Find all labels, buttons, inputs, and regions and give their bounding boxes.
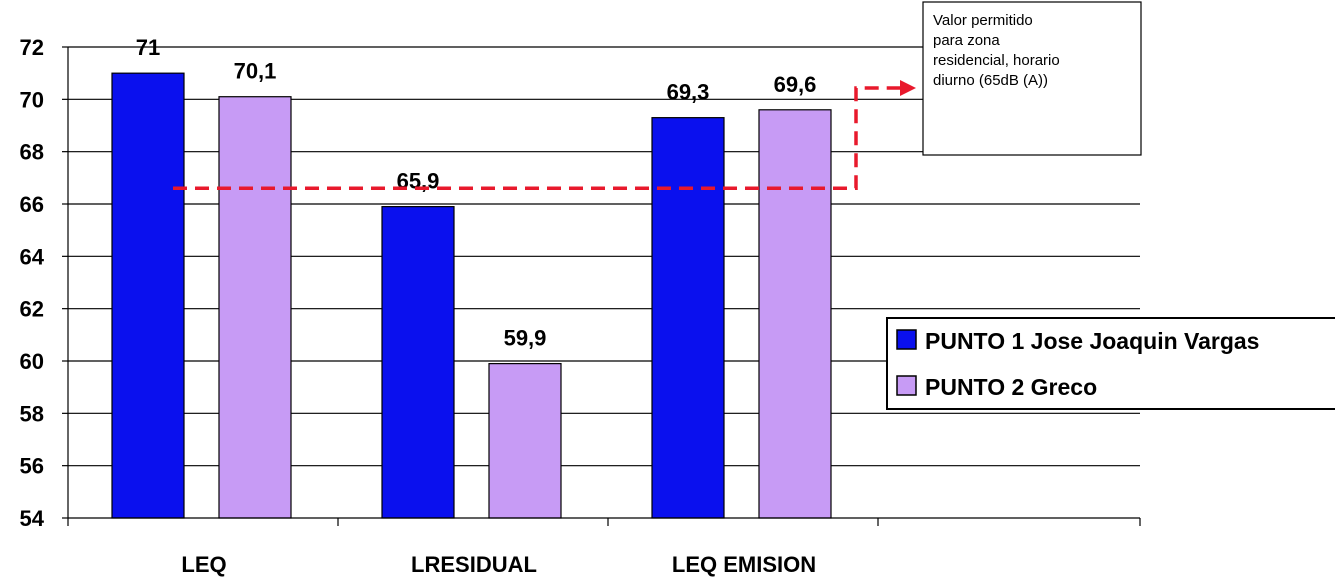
- legend-frame: [886, 317, 1335, 410]
- legend-label-2: PUNTO 2 Greco: [925, 374, 1097, 400]
- y-tick-label: 58: [20, 401, 44, 426]
- y-tick-label: 72: [20, 35, 44, 60]
- y-tick-labels: 54 56 58 60 62 64 66 68 70 72: [20, 35, 45, 531]
- bars: [111, 72, 832, 519]
- axes: [62, 46, 1141, 526]
- bar-2-2: [488, 363, 562, 519]
- x-category-label: LEQ: [181, 552, 226, 577]
- bar-1-1: [111, 72, 185, 519]
- annotation-line: para zona: [933, 32, 1000, 49]
- y-tick-label: 64: [20, 244, 45, 269]
- annotation-line: diurno (65dB (A)): [933, 72, 1048, 89]
- bar-2-1: [218, 96, 292, 519]
- legend-swatch-2: [896, 375, 917, 396]
- y-tick-label: 68: [20, 140, 44, 165]
- reference-dashed-line: [173, 86, 902, 191]
- y-tick-label: 60: [20, 349, 44, 374]
- y-tick-label: 56: [20, 454, 44, 479]
- legend-swatch-1: [896, 329, 917, 350]
- legend-label-1: PUNTO 1 Jose Joaquin Vargas: [925, 328, 1259, 354]
- y-tick-label: 66: [20, 192, 44, 217]
- x-category-labels: LEQ LRESIDUAL LEQ EMISION: [181, 552, 816, 577]
- data-label: 69,3: [667, 80, 710, 105]
- data-label: 59,9: [504, 326, 547, 351]
- y-tick-label: 62: [20, 297, 44, 322]
- data-label: 69,6: [774, 72, 817, 97]
- reference-line: [173, 80, 916, 191]
- data-label: 71: [136, 35, 160, 60]
- annotation-frame: [922, 1, 1142, 156]
- bar-1-3: [651, 117, 725, 519]
- annotation-box: Valor permitido para zona residencial, hor…: [922, 1, 1142, 156]
- bar-1-2: [381, 206, 455, 519]
- data-label: 70,1: [234, 59, 277, 84]
- x-category-label: LEQ EMISION: [672, 552, 816, 577]
- annotation-line: Valor permitido: [933, 12, 1033, 29]
- bar-2-3: [758, 109, 832, 519]
- annotation-line: residencial, horario: [933, 52, 1060, 69]
- reference-arrow-head: [900, 80, 916, 96]
- y-tick-label: 70: [20, 87, 44, 112]
- x-category-label: LRESIDUAL: [411, 552, 537, 577]
- legend: PUNTO 1 Jose Joaquin Vargas PUNTO 2 Greco: [886, 317, 1335, 410]
- y-tick-label: 54: [20, 506, 45, 531]
